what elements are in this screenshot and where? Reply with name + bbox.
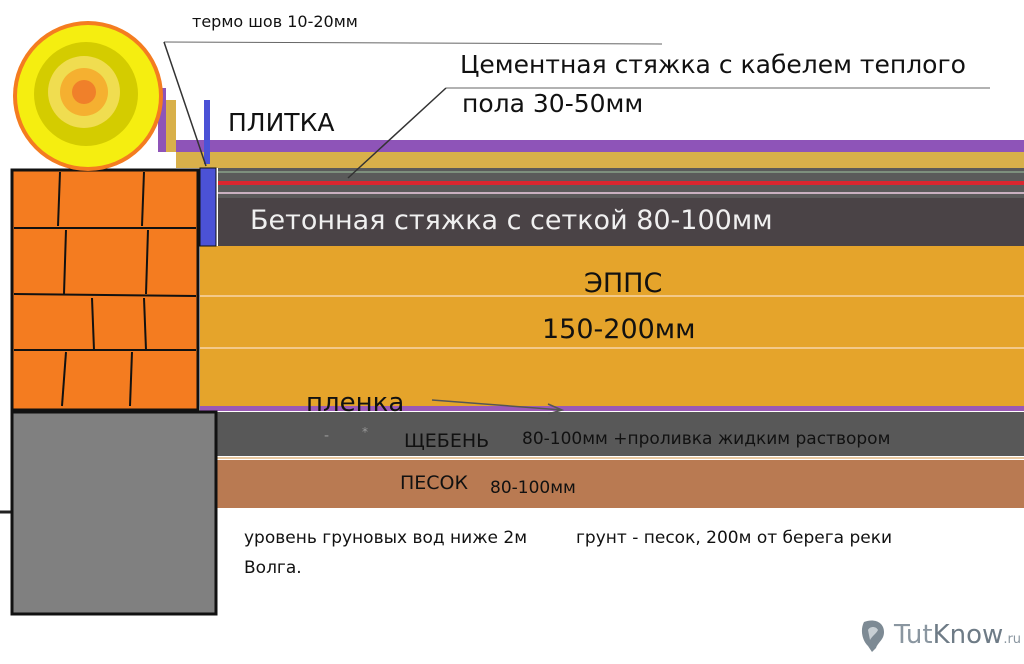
thermo-seam — [199, 167, 217, 247]
label-gravel-note: 80-100мм +проливка жидким раствором — [522, 429, 891, 449]
svg-text:-: - — [324, 428, 329, 444]
label-cement-screed-line1: Цементная стяжка с кабелем теплого — [460, 50, 966, 79]
thermo-seam-top — [204, 100, 210, 164]
label-soil: грунт - песок, 200м от берега реки — [576, 528, 893, 548]
leader-film — [431, 399, 563, 411]
cement-screed-layer — [176, 152, 1024, 168]
skirting-purple — [158, 88, 166, 152]
sand-layer — [216, 460, 1024, 508]
label-concrete-screed: Бетонная стяжка с сеткой 80-100мм — [250, 205, 773, 236]
svg-text:*: * — [362, 425, 368, 439]
brick-wall — [10, 168, 200, 412]
label-soil-line2: Волга. — [244, 558, 302, 578]
film-layer — [200, 406, 1024, 411]
label-gravel: ЩЕБЕНЬ — [404, 430, 490, 452]
gravel-layer — [216, 412, 1024, 456]
label-cement-screed-line2: пола 30-50мм — [462, 89, 644, 118]
label-epps-thickness: 150-200мм — [542, 314, 696, 345]
leader-cement-screed — [347, 87, 447, 179]
label-epps: ЭППС — [584, 268, 663, 299]
leader-thermo-seam — [163, 41, 207, 167]
label-sand: ПЕСОК — [400, 472, 469, 494]
tutknow-logo-icon — [861, 620, 884, 652]
label-tile: ПЛИТКА — [228, 108, 335, 137]
label-sand-note: 80-100мм — [490, 478, 576, 498]
skirting-yellow — [166, 100, 176, 152]
concrete-screed-layer — [218, 198, 1024, 246]
tutknow-watermark: TutKnow.ru — [858, 618, 1022, 658]
tutknow-brand: TutKnow.ru — [894, 620, 1022, 650]
label-groundwater: уровень груновых вод ниже 2м — [244, 528, 528, 548]
label-thermo-seam: термо шов 10-20мм — [192, 12, 358, 31]
tile-layer — [176, 140, 1024, 152]
leader-thermo-top — [163, 41, 663, 45]
epps-layer — [200, 246, 1024, 406]
radiator-core — [72, 80, 96, 104]
foundation-block — [10, 410, 218, 616]
label-film: пленка — [306, 388, 405, 418]
